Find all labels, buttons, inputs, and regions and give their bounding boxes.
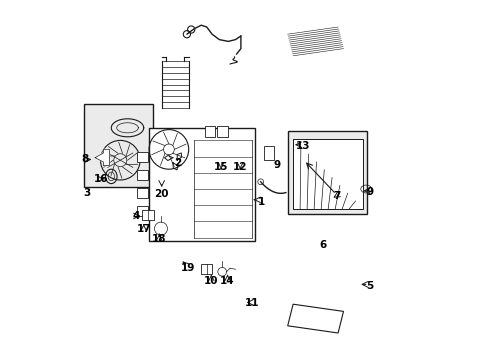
Bar [149, 128, 255, 241]
Text: 12: 12 [232, 162, 247, 172]
Text: 1: 1 [257, 197, 264, 207]
Text: 16: 16 [94, 174, 108, 184]
Text: 9: 9 [366, 187, 373, 197]
Polygon shape [95, 149, 109, 166]
Text: 8: 8 [81, 154, 89, 165]
Bar [287, 131, 366, 214]
Text: 5: 5 [366, 281, 373, 291]
Bar [136, 152, 148, 162]
Bar [201, 264, 212, 274]
Text: 18: 18 [152, 234, 166, 244]
Text: 11: 11 [244, 298, 259, 308]
Bar [204, 126, 215, 137]
Bar [292, 139, 363, 209]
Text: 7: 7 [333, 191, 340, 201]
Text: 20: 20 [153, 189, 168, 199]
Text: 14: 14 [220, 276, 234, 286]
Text: 17: 17 [136, 224, 151, 234]
Bar [136, 188, 148, 198]
Bar [217, 126, 227, 137]
Text: 9: 9 [273, 160, 280, 170]
Text: 15: 15 [213, 162, 228, 172]
Bar [84, 104, 152, 187]
Text: 3: 3 [83, 188, 90, 198]
Bar [136, 206, 148, 216]
Text: 13: 13 [295, 141, 309, 151]
Bar [142, 210, 154, 220]
Text: 6: 6 [318, 240, 325, 250]
Bar [136, 170, 148, 180]
Text: 19: 19 [180, 263, 194, 273]
Bar [264, 146, 274, 160]
Text: 2: 2 [174, 158, 181, 168]
Text: 4: 4 [132, 211, 139, 221]
Text: 10: 10 [203, 276, 218, 286]
